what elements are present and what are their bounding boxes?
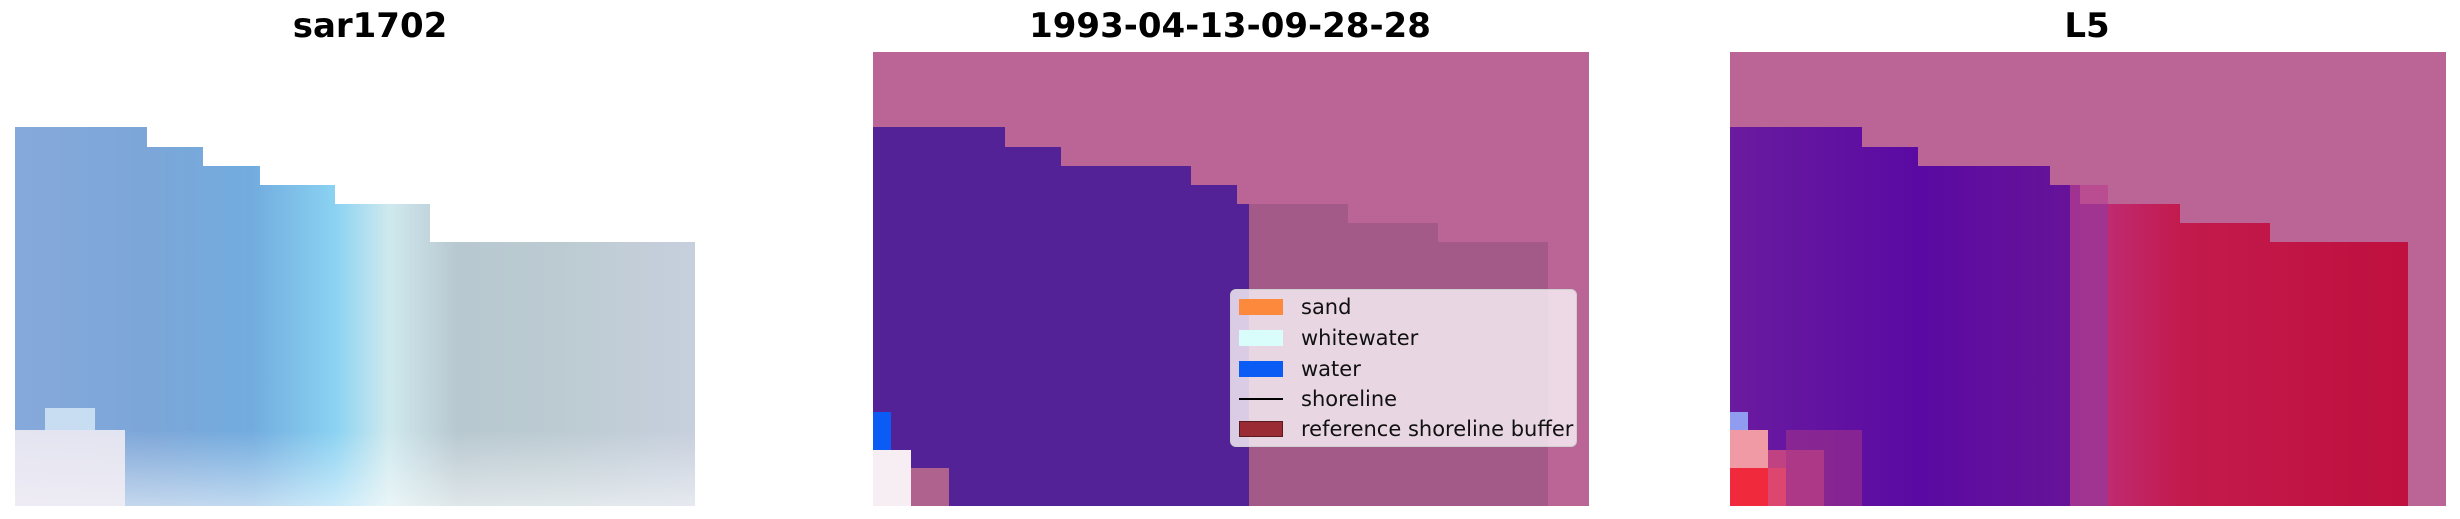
water-region	[873, 127, 1249, 506]
legend-label: reference shoreline buffer	[1301, 417, 1574, 441]
legend-item-shoreline: shoreline	[1239, 386, 1397, 412]
whitewater-pixels	[873, 450, 911, 506]
panel-title-rgb: sar1702	[292, 6, 448, 46]
legend-label: water	[1301, 357, 1361, 381]
probability-high-region	[2108, 204, 2408, 506]
transition-column	[2070, 185, 2108, 506]
reference-buffer-swatch	[1239, 421, 1283, 437]
probability-panel	[1730, 52, 2446, 506]
probability-blue-pixel	[1730, 412, 1748, 430]
shoreline-line-swatch	[1239, 398, 1283, 400]
legend-item-whitewater: whitewater	[1239, 325, 1418, 351]
whitewater-swatch	[1239, 330, 1283, 346]
panel-title-probability: L5	[2064, 6, 2110, 46]
water-swatch	[1239, 361, 1283, 377]
legend-label: whitewater	[1301, 326, 1419, 350]
sand-swatch	[1239, 299, 1283, 315]
rgb-whitewater-patch	[15, 430, 125, 506]
probability-low-region	[1730, 127, 2108, 506]
legend-item-reference-buffer: reference shoreline buffer	[1239, 416, 1573, 442]
legend-item-sand: sand	[1239, 294, 1351, 320]
legend-label: sand	[1301, 295, 1352, 319]
buffer-pixels	[911, 468, 949, 506]
rgb-image-panel	[15, 127, 695, 506]
probability-pink-pixels	[1730, 430, 1768, 468]
rgb-image-shade	[15, 127, 695, 506]
legend: sand whitewater water shoreline referenc…	[1230, 289, 1577, 447]
panel-title-classification: 1993-04-13-09-28-28	[1029, 6, 1431, 46]
water-pixel-blue	[873, 412, 891, 450]
legend-label: shoreline	[1301, 387, 1398, 411]
legend-item-water: water	[1239, 356, 1361, 382]
